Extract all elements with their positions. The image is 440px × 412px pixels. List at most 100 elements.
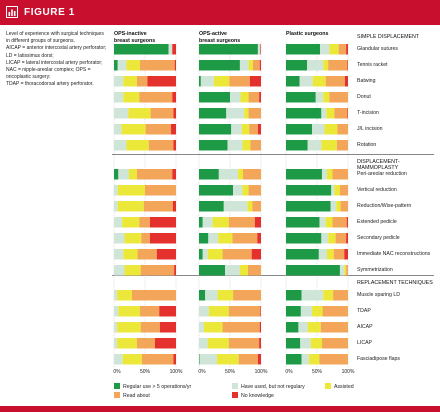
- row-label: Batwing: [357, 78, 376, 84]
- bar-segment: [139, 92, 173, 103]
- bar-segment: [257, 124, 261, 135]
- bar-segment: [242, 140, 251, 151]
- bar-segment: [147, 76, 176, 87]
- legend-swatch: [114, 383, 120, 389]
- bar-segment: [228, 217, 255, 228]
- bar-segment: [114, 60, 118, 71]
- bar-segment: [328, 233, 336, 244]
- bar-segment: [334, 108, 348, 119]
- bar-segment: [286, 217, 320, 228]
- bar-segment: [254, 217, 261, 228]
- legend-swatch: [232, 392, 238, 398]
- bar-segment: [260, 44, 261, 55]
- bar-chart-icon: [6, 6, 18, 18]
- bar-segment: [326, 169, 333, 180]
- bar-segment: [259, 60, 261, 71]
- x-tick-label: 50%: [139, 369, 151, 375]
- x-tick-label: 0%: [285, 369, 293, 375]
- bar-segment: [199, 217, 203, 228]
- bar-segment: [286, 249, 319, 260]
- bar-segment: [199, 249, 203, 260]
- x-tick-label: 100%: [341, 369, 355, 375]
- bar-segment: [199, 140, 228, 151]
- legend-swatch: [325, 383, 331, 389]
- bar-segment: [336, 201, 341, 212]
- bar-segment: [159, 322, 176, 333]
- bar-segment: [118, 169, 129, 180]
- bar-segment: [199, 60, 240, 71]
- bar-segment: [321, 338, 348, 349]
- bar-segment: [149, 233, 176, 244]
- bar-segment: [207, 338, 229, 349]
- bar-segment: [242, 185, 249, 196]
- section-title-mammoplasty: DISPLACEMENT-MAMMOPLASTY: [357, 159, 400, 171]
- bar-segment: [286, 169, 322, 180]
- bar-segment: [117, 322, 141, 333]
- bar-segment: [203, 322, 223, 333]
- bar-segment: [118, 306, 141, 317]
- bar-segment: [114, 169, 119, 180]
- bar-segment: [286, 108, 322, 119]
- bar-segment: [199, 44, 258, 55]
- bar-segment: [239, 60, 249, 71]
- figure-label: FIGURE 1: [24, 7, 75, 18]
- bar-segment: [251, 249, 261, 260]
- row-label: Vertical reduction: [357, 187, 397, 193]
- bar-segment: [126, 60, 141, 71]
- bar-segment: [301, 290, 324, 301]
- bar-segment: [199, 233, 209, 244]
- section-title-replacement: REPLACEMENT TECHNIQUES: [357, 280, 433, 286]
- bar-segment: [208, 306, 229, 317]
- bar-segment: [208, 233, 219, 244]
- bar-segment: [328, 60, 348, 71]
- section-title-simple: SIMPLE DISPLACEMENT: [357, 34, 420, 40]
- bar-segment: [286, 124, 313, 135]
- bar-segment: [114, 233, 125, 244]
- bar-segment: [114, 108, 129, 119]
- bar-segment: [347, 60, 348, 71]
- bar-segment: [173, 140, 176, 151]
- bar-segment: [233, 185, 243, 196]
- bar-segment: [312, 76, 326, 87]
- x-tick-label: 100%: [169, 369, 183, 375]
- row-label: Fasciadipose flaps: [357, 356, 400, 362]
- bar-segment: [114, 265, 125, 276]
- bar-segment: [312, 306, 323, 317]
- bar-segment: [240, 92, 249, 103]
- bar-segment: [199, 338, 208, 349]
- row-label: AICAP: [357, 324, 373, 330]
- bar-segment: [286, 201, 331, 212]
- bar-segment: [126, 140, 149, 151]
- bar-segment: [286, 290, 302, 301]
- bar-segment: [136, 76, 148, 87]
- bar-segment: [199, 354, 200, 365]
- bar-segment: [346, 265, 348, 276]
- bar-segment: [318, 249, 327, 260]
- row-label: Glandular sutures: [357, 46, 398, 52]
- bar-segment: [259, 92, 261, 103]
- bar-segment: [307, 322, 321, 333]
- bar-segment: [301, 354, 309, 365]
- row-label: Reduction/Wise-pattern: [357, 203, 412, 209]
- bar-segment: [346, 233, 348, 244]
- bar-segment: [323, 290, 334, 301]
- bar-segment: [325, 217, 333, 228]
- bar-segment: [173, 354, 176, 365]
- section-divider: [112, 275, 434, 276]
- bar-segment: [230, 92, 241, 103]
- bar-segment: [114, 185, 118, 196]
- bar-segment: [136, 338, 155, 349]
- bar-segment: [320, 44, 330, 55]
- legend-item-no-knowledge: No knowledge: [232, 392, 274, 399]
- section-divider: [112, 154, 434, 155]
- bar-segment: [156, 249, 176, 260]
- bar-segment: [248, 185, 261, 196]
- bar-segment: [173, 108, 176, 119]
- bar-segment: [114, 201, 118, 212]
- bar-segment: [286, 338, 301, 349]
- bar-segment: [323, 92, 330, 103]
- bar-segment: [213, 76, 230, 87]
- legend-item-assisted: Assisted: [325, 383, 354, 390]
- bar-segment: [172, 201, 176, 212]
